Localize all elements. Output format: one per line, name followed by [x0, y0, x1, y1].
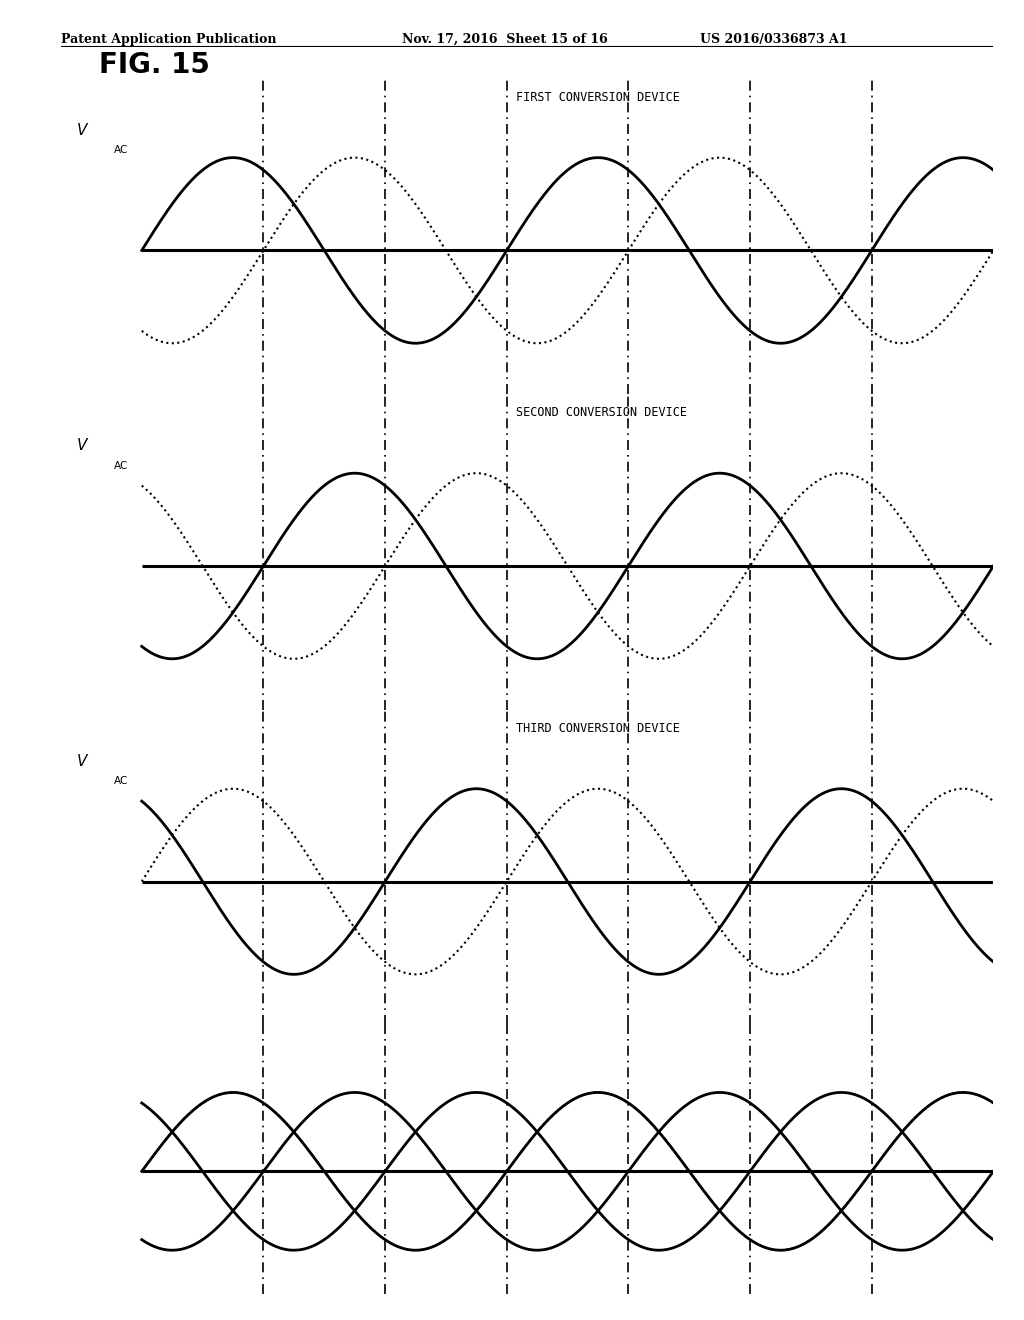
Text: AC: AC	[115, 145, 129, 156]
Text: AC: AC	[115, 461, 129, 471]
Text: $V$: $V$	[76, 437, 89, 453]
Text: Patent Application Publication: Patent Application Publication	[61, 33, 276, 46]
Text: FIG. 15: FIG. 15	[98, 50, 210, 79]
Text: THIRD CONVERSION DEVICE: THIRD CONVERSION DEVICE	[516, 722, 680, 735]
Text: SECOND CONVERSION DEVICE: SECOND CONVERSION DEVICE	[516, 407, 687, 420]
Text: $V$: $V$	[76, 752, 89, 768]
Text: FIRST CONVERSION DEVICE: FIRST CONVERSION DEVICE	[516, 91, 680, 104]
Text: AC: AC	[115, 776, 129, 787]
Text: Nov. 17, 2016  Sheet 15 of 16: Nov. 17, 2016 Sheet 15 of 16	[401, 33, 607, 46]
Text: $V$: $V$	[76, 121, 89, 137]
Text: US 2016/0336873 A1: US 2016/0336873 A1	[699, 33, 847, 46]
